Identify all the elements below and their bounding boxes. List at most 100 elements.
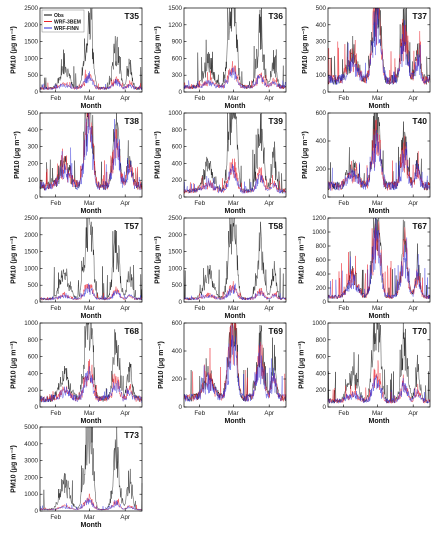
series-line-obs [39,217,143,301]
x-tick-label: Mar [84,305,95,312]
y-tick-label: 0 [35,508,39,515]
x-tick-label: Apr [120,305,130,312]
y-tick-label: 1500 [168,5,182,12]
plot-frame [327,7,431,93]
x-tick-label: Feb [338,95,349,102]
panel-t35: 0 500 1000 1500 2000 2500 Feb Mar Apr Month PM10 (… [11,5,143,110]
panel-t73: 0 1000 2000 3000 4000 5000 Feb Mar Apr Month PM10 … [11,424,143,529]
y-tick-label: 400 [28,370,39,377]
panel-title: T40 [412,116,427,126]
y-tick-label: 600 [172,320,183,327]
x-tick-label: Apr [120,95,130,102]
x-tick-label: Apr [264,305,274,312]
y-tick-label: 0 [323,299,327,306]
y-tick-label: 600 [316,257,327,264]
x-tick-label: Mar [372,95,383,102]
y-tick-label: 2000 [24,22,38,29]
y-tick-label: 300 [172,72,183,79]
series-line-wrf-finn [183,66,287,90]
x-axis-label: Month [369,313,390,320]
panel-t70: 0 200 400 600 800 1000 Feb Mar Apr Month PM10 (μg … [299,320,431,425]
y-tick-label: 500 [28,72,39,79]
y-tick-label: 5000 [24,424,38,431]
y-tick-label: 0 [323,404,327,411]
y-tick-label: 3000 [24,458,38,465]
x-tick-label: Mar [228,410,239,417]
panel-t58: 0 500 1000 1500 2000 2500 Feb Mar Apr Month PM10 (… [155,215,287,320]
y-axis-label: PM10 (μg m⁻³) [299,236,306,284]
y-axis-label: PM10 (μg m⁻³) [11,341,18,389]
series-line-wrf-finn [327,375,431,405]
y-tick-label: 200 [172,177,183,184]
series-line-wrf-finn [327,129,431,191]
y-tick-label: 100 [28,177,39,184]
series-line-wrf-finn [39,112,143,191]
legend-box [41,9,85,33]
y-tick-label: 1000 [24,55,38,62]
y-tick-label: 2500 [24,5,38,12]
x-tick-label: Mar [228,305,239,312]
y-axis-label: PM10 (μg m⁻³) [11,26,18,74]
y-tick-label: 500 [28,282,39,289]
y-axis-label: PM10 (μg m⁻³) [14,131,21,179]
panel-title: T57 [124,221,139,231]
series-line-obs [39,8,143,91]
plot-frame [39,7,143,93]
x-tick-label: Feb [50,200,61,207]
y-tick-label: 0 [35,299,39,306]
y-tick-label: 500 [28,110,39,117]
x-tick-label: Apr [264,200,274,207]
y-tick-label: 900 [172,39,183,46]
y-tick-label: 1000 [24,491,38,498]
x-tick-label: Apr [408,200,418,207]
plot-frame [39,217,143,303]
plot-frame [327,322,431,408]
y-tick-label: 200 [172,376,183,383]
x-tick-label: Mar [228,200,239,207]
legend-entry: WRF-3BEM [54,19,81,25]
x-tick-label: Feb [194,305,205,312]
y-tick-label: 1200 [312,215,326,222]
x-tick-label: Apr [408,410,418,417]
series-line-obs [327,7,431,85]
panel-t37: 0 100 200 300 400 500 Feb Mar Apr Month PM10 (μg m… [302,5,431,110]
y-tick-label: 200 [316,166,327,173]
y-tick-label: 300 [28,144,39,151]
y-tick-label: 200 [316,55,327,62]
y-axis-label: PM10 (μg m⁻³) [155,131,162,179]
y-axis-label: PM10 (μg m⁻³) [155,26,162,74]
series-line-obs [39,426,143,511]
y-tick-label: 1000 [24,265,38,272]
x-tick-label: Feb [194,410,205,417]
panel-t67: 0 200 400 600 800 1000 1200 Feb Mar Apr Month PM10 … [299,215,431,320]
y-tick-label: 200 [316,285,327,292]
y-tick-label: 1500 [168,249,182,256]
series-line-obs [183,217,287,301]
y-tick-label: 400 [28,127,39,134]
series-line-wrf-3bem [183,61,287,90]
panel-title: T73 [124,430,139,440]
y-tick-label: 800 [172,127,183,134]
y-tick-label: 1200 [168,22,182,29]
series-line-obs [327,322,431,405]
plot-frame [183,7,287,93]
panel-title: T37 [412,11,427,21]
panel-t57: 0 500 1000 1500 2000 2500 Feb Mar Apr Month PM10 (… [11,215,143,320]
y-tick-label: 600 [172,144,183,151]
y-axis-label: PM10 (μg m⁻³) [158,341,165,389]
y-tick-label: 0 [179,194,183,201]
y-tick-label: 0 [179,89,183,96]
x-axis-label: Month [225,418,246,425]
x-axis-label: Month [81,522,102,529]
plot-frame [183,112,287,198]
x-tick-label: Feb [338,410,349,417]
y-tick-label: 600 [28,354,39,361]
x-tick-label: Mar [372,305,383,312]
x-tick-label: Apr [408,305,418,312]
x-tick-label: Apr [264,410,274,417]
y-axis-label: PM10 (μg m⁻³) [11,236,18,284]
x-tick-label: Mar [372,200,383,207]
x-axis-label: Month [225,208,246,215]
y-axis-label: PM10 (μg m⁻³) [155,236,162,284]
